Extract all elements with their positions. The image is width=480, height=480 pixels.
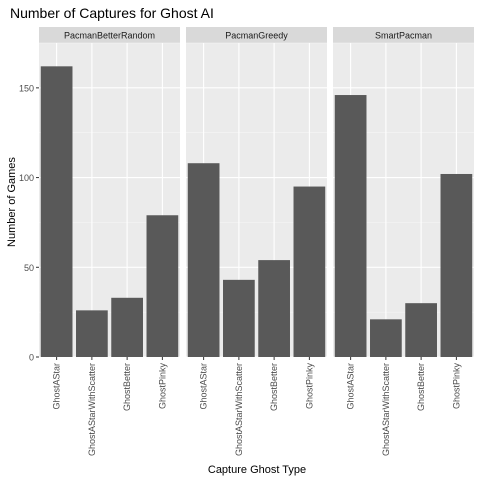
- bar: [76, 310, 108, 357]
- x-tick-label: GhostBetter: [269, 363, 279, 411]
- facet-strip-label: PacmanBetterRandom: [64, 31, 155, 41]
- facet-strip-label: PacmanGreedy: [225, 31, 288, 41]
- facet-strip: [333, 27, 474, 43]
- bar: [440, 173, 473, 357]
- y-tick-label: 50: [24, 263, 34, 273]
- bar: [405, 303, 437, 357]
- facet-strip: [186, 27, 327, 43]
- y-axis-title: Number of Games: [6, 157, 18, 247]
- x-tick-label: GhostAStar: [199, 363, 209, 410]
- facet-strip: [39, 27, 180, 43]
- bar: [223, 279, 255, 357]
- x-tick-label: GhostPinky: [157, 363, 167, 410]
- x-tick-label: GhostAStarWithScatter: [234, 363, 244, 456]
- bar: [334, 95, 367, 357]
- bar: [370, 319, 402, 357]
- bar: [111, 297, 143, 357]
- facet-panel: PacmanGreedy GhostAStar GhostAStarWithScat…: [186, 27, 327, 456]
- facet-panels: PacmanBetterRandom GhostAStar GhostAStarWi…: [39, 27, 474, 456]
- y-tick-label: 0: [29, 353, 34, 363]
- x-tick-label: GhostBetter: [122, 363, 132, 411]
- x-tick-label: GhostAStar: [52, 363, 62, 410]
- x-tick-label: GhostAStarWithScatter: [87, 363, 97, 456]
- x-tick-label: GhostBetter: [416, 363, 426, 411]
- bar: [146, 215, 179, 357]
- chart-title: Number of Captures for Ghost AI: [10, 5, 214, 21]
- x-axis-title: Capture Ghost Type: [208, 464, 306, 476]
- bar: [187, 163, 220, 357]
- y-tick-label: 150: [19, 83, 34, 93]
- bar: [40, 66, 73, 357]
- x-tick-label: GhostPinky: [451, 363, 461, 410]
- x-tick-label: GhostAStarWithScatter: [381, 363, 391, 456]
- bar: [258, 260, 290, 357]
- facet-strip-label: SmartPacman: [375, 31, 432, 41]
- x-tick-label: GhostPinky: [304, 363, 314, 410]
- facet-panel: PacmanBetterRandom GhostAStar GhostAStarWi…: [39, 27, 180, 456]
- y-tick-label: 100: [19, 173, 34, 183]
- y-axis: 0 50 100 150: [19, 83, 39, 363]
- facet-panel: SmartPacman GhostAStar GhostAStarWithScatt…: [333, 27, 474, 456]
- bar: [293, 186, 326, 357]
- x-tick-label: GhostAStar: [346, 363, 356, 410]
